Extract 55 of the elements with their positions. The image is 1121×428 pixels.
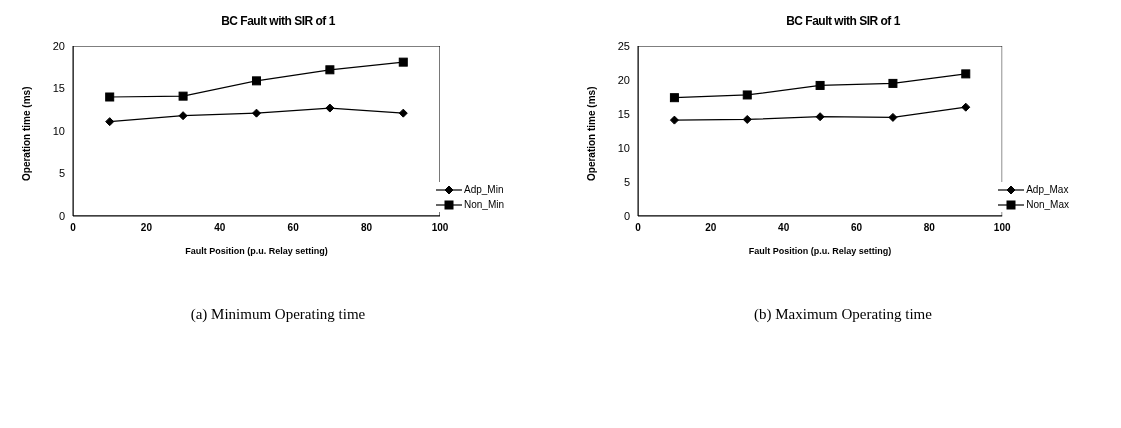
- x-tick-label: 40: [214, 222, 226, 234]
- point: [325, 103, 335, 113]
- point: [961, 69, 971, 79]
- point: [669, 115, 679, 125]
- point: [815, 80, 825, 90]
- point: [742, 90, 752, 100]
- point: [105, 117, 115, 127]
- x-tick-label: 80: [361, 222, 373, 234]
- point: [398, 108, 408, 118]
- y-tick-label: 15: [52, 82, 65, 95]
- x-tick-label: 100: [431, 222, 449, 234]
- y-tick-label: 20: [52, 39, 65, 52]
- x-tick-label: 20: [705, 222, 717, 234]
- point: [251, 76, 261, 86]
- x-axis-title: Fault Position (p.u. Relay setting): [185, 246, 328, 256]
- y-tick-label: 15: [617, 107, 630, 120]
- x-tick-label: 0: [70, 222, 77, 234]
- y-tick-label: 0: [623, 209, 630, 222]
- x-tick-label: 40: [778, 222, 790, 234]
- text: (a) Minimum Operating time: [189, 306, 367, 323]
- point: [815, 112, 825, 122]
- y-tick-label: 10: [617, 141, 630, 154]
- x-tick-label: 60: [287, 222, 300, 234]
- y-tick-label: 0: [58, 209, 65, 222]
- point: [178, 91, 188, 101]
- x-tick-label: 80: [923, 222, 936, 234]
- text: (b) Maximum Operating time: [753, 306, 933, 323]
- point: [888, 112, 898, 122]
- x-tick-label: 100: [993, 222, 1011, 234]
- chart-title: BC Fault with SIR of 1: [220, 14, 336, 28]
- chart-title: BC Fault with SIR of 1: [785, 14, 901, 28]
- point: [325, 65, 335, 75]
- y-tick-label: 5: [623, 175, 630, 188]
- point: [888, 78, 898, 88]
- point: [398, 57, 408, 67]
- y-tick-label: 20: [617, 73, 630, 86]
- x-tick-label: 0: [635, 222, 642, 234]
- point: [178, 111, 188, 121]
- point: [961, 102, 971, 112]
- legend-label: Adp_Max: [1026, 184, 1069, 195]
- legend-label: Adp_Min: [463, 184, 504, 195]
- x-tick-label: 60: [850, 222, 863, 234]
- y-axis-title: Operation time (ms): [585, 86, 597, 181]
- y-axis-title: Operation time (ms): [20, 86, 32, 181]
- legend-label: Non_Min: [463, 199, 504, 210]
- point: [251, 108, 261, 118]
- y-tick-label: 10: [52, 124, 65, 137]
- x-tick-label: 20: [140, 222, 153, 234]
- legend-label: Non_Max: [1026, 199, 1069, 210]
- point: [742, 114, 752, 124]
- y-tick-label: 25: [617, 39, 630, 52]
- x-axis-title: Fault Position (p.u. Relay setting): [748, 246, 892, 256]
- y-tick-label: 5: [58, 167, 65, 180]
- point: [669, 93, 679, 103]
- point: [105, 92, 115, 102]
